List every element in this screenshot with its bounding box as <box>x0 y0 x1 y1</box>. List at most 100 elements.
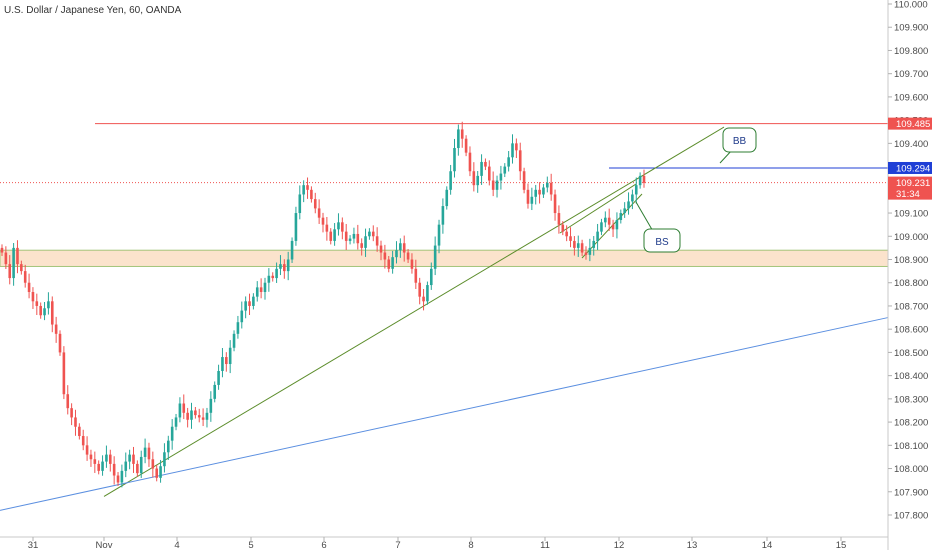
candle-body <box>43 308 46 316</box>
candle-body <box>78 426 81 437</box>
candle-body <box>391 257 394 269</box>
candle-body <box>89 454 93 460</box>
bs-callout-label: BS <box>655 237 669 248</box>
candle-body <box>433 245 437 269</box>
candle-body <box>248 301 251 306</box>
candle-body <box>542 187 545 195</box>
candle-body <box>426 285 429 302</box>
candle-body <box>429 268 433 286</box>
y-tick-label: 108.200 <box>894 418 928 429</box>
candle-body <box>81 436 85 446</box>
candle-body <box>472 171 476 186</box>
candle-body <box>414 268 418 283</box>
candle-body <box>352 233 356 239</box>
candle-body <box>604 217 607 223</box>
candle-body <box>576 243 580 248</box>
candle-body <box>549 182 553 195</box>
bs-callout-box <box>643 228 681 253</box>
candle-body <box>580 243 584 253</box>
candle-body <box>329 231 333 241</box>
candle-body <box>4 252 8 265</box>
candle-body <box>368 231 371 237</box>
candle-body <box>418 282 421 297</box>
price-badge-label: 109.294 <box>896 163 930 174</box>
candle-body <box>406 252 410 260</box>
candle-body <box>402 243 406 253</box>
candle-body <box>507 157 510 167</box>
bb-callout[interactable]: BB <box>719 127 757 164</box>
candle-body <box>484 161 487 167</box>
candle-body <box>132 454 135 464</box>
candle-body <box>573 240 576 248</box>
candle-body <box>503 166 507 174</box>
candlestick-series <box>0 121 646 488</box>
candle-body <box>460 129 464 139</box>
candle-body <box>337 222 340 230</box>
y-tick-label: 108.400 <box>894 371 928 382</box>
candle-body <box>495 180 499 190</box>
x-tick-label: 6 <box>321 540 326 550</box>
candle-body <box>128 454 131 462</box>
candle-body <box>47 301 50 309</box>
candle-body <box>499 173 503 181</box>
x-tick-label: 4 <box>174 540 179 550</box>
candle-body <box>522 171 526 190</box>
candle-body <box>174 417 178 427</box>
candle-body <box>8 264 12 279</box>
candle-body <box>325 224 329 232</box>
candle-body <box>271 275 275 279</box>
candle-body <box>236 322 240 334</box>
candle-body <box>333 229 336 241</box>
candle-body <box>511 143 514 158</box>
candle-body <box>631 194 634 202</box>
bs-callout-pointer <box>635 201 655 234</box>
x-tick-label: 7 <box>395 540 400 550</box>
candle-body <box>344 231 348 241</box>
candle-body <box>294 213 298 241</box>
candle-body <box>62 352 66 395</box>
candle-body <box>371 231 375 237</box>
candle-body <box>116 475 120 483</box>
x-axis[interactable]: 31 Nov 4 5 6 7 8 11 12 13 14 15 <box>28 537 847 550</box>
y-tick-label: 108.700 <box>894 301 928 312</box>
candle-body <box>584 252 588 255</box>
candle-body <box>526 189 530 204</box>
candle-body <box>588 247 592 255</box>
candle-body <box>530 196 534 204</box>
candle-body <box>27 282 31 293</box>
candle-body <box>375 236 379 246</box>
chart-title: U.S. Dollar / Japanese Yen, 60, OANDA <box>4 5 182 16</box>
candle-body <box>136 463 139 474</box>
green-trend-line <box>103 126 725 497</box>
candle-body <box>468 152 472 172</box>
candle-body <box>225 357 228 365</box>
y-tick-label: 110.000 <box>894 0 928 11</box>
y-tick-label: 107.900 <box>894 487 928 498</box>
x-tick-label: 5 <box>248 540 253 550</box>
candle-body <box>255 287 259 297</box>
candle-body <box>364 236 367 248</box>
candle-body <box>194 410 197 416</box>
candle-body <box>252 296 255 306</box>
candle-body <box>97 463 100 471</box>
y-axis[interactable]: 110.000109.900109.800109.700109.600109.5… <box>888 0 928 522</box>
candle-body <box>410 259 414 269</box>
candle-body <box>627 201 630 209</box>
candle-body <box>182 403 186 413</box>
candle-body <box>515 143 518 151</box>
candle-body <box>12 247 15 279</box>
candle-body <box>453 148 456 172</box>
candle-body <box>66 394 70 409</box>
blue-trend-line <box>0 317 889 511</box>
candle-body <box>538 189 541 195</box>
candle-body <box>228 347 232 365</box>
bs-callout[interactable]: BS <box>635 201 681 253</box>
candle-body <box>209 398 213 413</box>
y-tick-label: 108.500 <box>894 348 928 359</box>
candle-body <box>170 426 174 441</box>
candle-body <box>623 208 626 214</box>
y-tick-label: 109.000 <box>894 232 928 243</box>
y-tick-label: 108.300 <box>894 394 928 405</box>
candle-body <box>441 206 445 225</box>
